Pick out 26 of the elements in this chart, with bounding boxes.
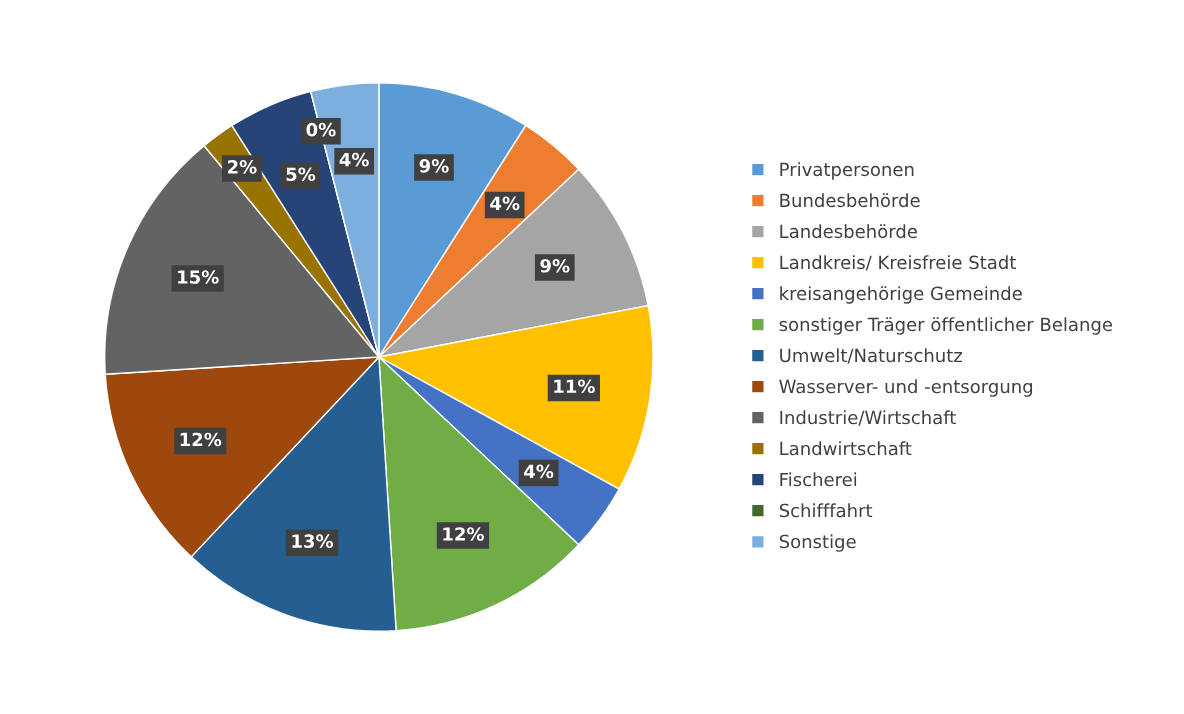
data-label: 5% [286,167,316,182]
legend-label: Wasserver- und -entsorgung [779,379,1033,397]
legend-label: Sonstige [779,534,856,552]
data-label: 15% [178,270,219,284]
legend-label: sonstiger Träger öffentlicher Belange [779,317,1113,335]
text: 0% [306,122,336,137]
legend-label: Landwirtschaft [780,441,912,456]
data-label: 4% [490,196,520,211]
legend-label: Landkreis/ Kreisfreie Stadt [780,255,1016,271]
legend-label: Fischerei [780,472,857,487]
data-label: 2% [228,160,257,174]
legend-label: Schifffahrt [779,503,873,518]
legend-label: Bundesbehörde [780,193,920,208]
legend-label: kreisangehörige Gemeinde [780,286,1022,304]
data-label: 11% [554,379,595,394]
legend-label: Privatpersonen [780,162,914,180]
data-label: 12% [443,527,484,541]
data-label: 9% [540,258,570,273]
legend-label: Industrie/Wirtschaft [780,410,956,426]
legend-label: Landesbehörde [780,224,917,239]
data-label: 13% [292,534,334,548]
data-label: 4% [339,152,369,167]
data-label: 9% [419,159,449,173]
legend-label: Umwelt/Naturschutz [780,348,963,364]
data-label: 4% [524,464,554,479]
data-label: 12% [180,432,222,447]
